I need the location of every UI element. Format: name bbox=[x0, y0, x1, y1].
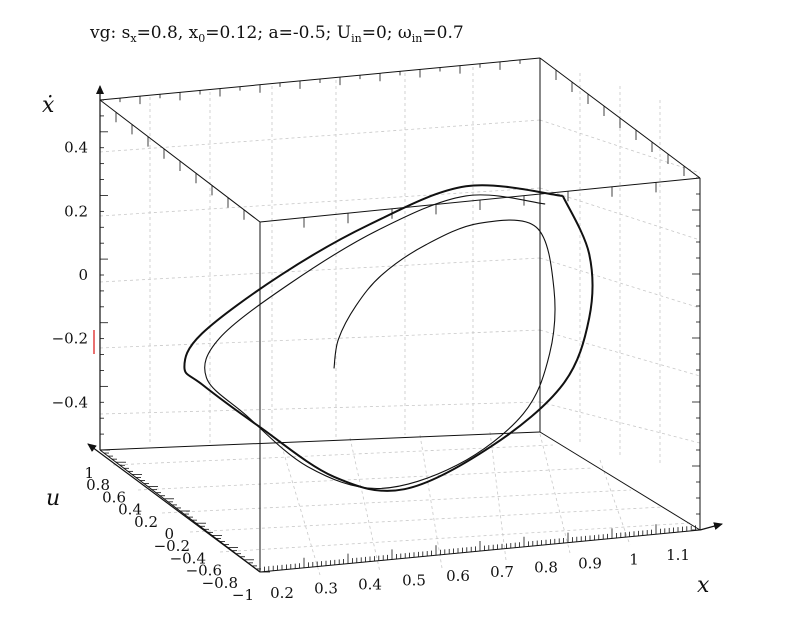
xdot-axis-label: ẋ bbox=[42, 93, 55, 118]
grid-lines bbox=[99, 67, 701, 576]
xdot-tick-label: −0.2 bbox=[52, 330, 88, 348]
u-tick-label: 0.4 bbox=[118, 501, 142, 519]
x-tick-label: 1.1 bbox=[666, 546, 690, 564]
u-tick-label: 0.6 bbox=[102, 488, 126, 506]
limit-cycle-line bbox=[183, 184, 594, 492]
u-axis-arrow bbox=[87, 443, 261, 573]
x-axis-label: x bbox=[697, 573, 710, 598]
u-tick-label: −0.2 bbox=[154, 537, 190, 555]
u-tick-label: 0.2 bbox=[134, 513, 158, 531]
u-tick-label: 0 bbox=[164, 525, 174, 543]
trajectory-line bbox=[204, 194, 556, 490]
x-tick-label: 0.9 bbox=[578, 555, 602, 573]
chart-title: vg: sx=0.8, x0=0.12; a=-0.5; Uin=0; ωin=… bbox=[89, 23, 464, 45]
x-tick-label: 0.3 bbox=[314, 580, 338, 598]
x-tick-label: 0.4 bbox=[358, 576, 382, 594]
x-tick-label: 0.2 bbox=[270, 584, 294, 602]
x-tick-label: 0.8 bbox=[534, 559, 558, 577]
trajectory-curves bbox=[183, 184, 594, 492]
axes-box bbox=[99, 57, 701, 573]
u-tick-labels: −1−0.8−0.6−0.4−0.20 0.20.40.60.81 bbox=[84, 464, 254, 604]
x-tick-label: 1 bbox=[629, 550, 639, 568]
x-tick-label: 0.6 bbox=[446, 567, 470, 585]
u-tick-label: 1 bbox=[84, 464, 94, 482]
x-axis-arrow bbox=[699, 522, 723, 531]
xdot-tick-label: 0.4 bbox=[64, 139, 88, 157]
minor-tick-marks bbox=[99, 58, 701, 573]
xdot-tick-label: 0.2 bbox=[64, 202, 88, 220]
u-tick-label: −0.4 bbox=[170, 549, 206, 567]
u-tick-label: 0.8 bbox=[86, 476, 110, 494]
u-tick-label: −1 bbox=[232, 586, 254, 604]
x-tick-label: 0.5 bbox=[402, 571, 426, 589]
xdot-tick-label: −0.4 bbox=[52, 393, 88, 411]
x-tick-label: 0.7 bbox=[490, 563, 514, 581]
u-tick-label: −0.8 bbox=[202, 574, 238, 592]
u-tick-label: −0.6 bbox=[186, 562, 222, 580]
xdot-tick-labels: −0.4 −0.2 0 0.2 0.4 bbox=[52, 139, 88, 412]
x-tick-labels: 0.2 0.3 0.4 0.5 0.6 0.7 0.8 0.9 1 1.1 bbox=[270, 546, 690, 602]
xdot-tick-label: 0 bbox=[78, 266, 88, 284]
u-axis-label: u bbox=[46, 486, 60, 511]
